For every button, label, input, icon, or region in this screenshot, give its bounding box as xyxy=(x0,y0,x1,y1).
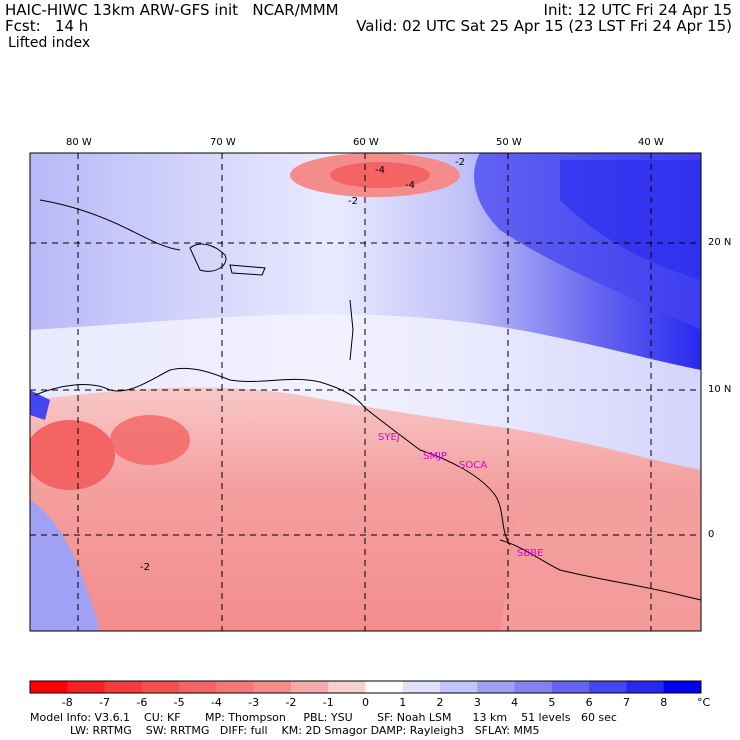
colorbar-swatch xyxy=(67,681,106,693)
colorbar-swatch xyxy=(179,681,217,693)
chart-title: HAIC-HIWC 13km ARW-GFS init NCAR/MMM xyxy=(5,1,339,19)
colorbar-swatch xyxy=(477,681,516,693)
lon-label: 60 W xyxy=(353,137,379,148)
station-label: SMJP xyxy=(423,451,447,462)
lat-label: 20 N xyxy=(708,237,732,248)
lon-label: 80 W xyxy=(66,137,92,148)
colorbar-swatch xyxy=(290,681,329,693)
station-label: SBBE xyxy=(517,548,544,559)
model-info-line2: LW: RRTMG SW: RRTMG DIFF: full KM: 2D Sm… xyxy=(70,724,540,737)
lon-label: 40 W xyxy=(638,137,664,148)
map-field xyxy=(30,153,701,631)
colorbar xyxy=(29,680,702,694)
colorbar-tick-label: -3 xyxy=(248,696,260,709)
contour-label: -2 xyxy=(140,562,150,573)
colorbar-tick-label: 8 xyxy=(660,696,668,709)
colorbar-swatch xyxy=(104,681,143,693)
colorbar-tick-label: 7 xyxy=(622,696,630,709)
colorbar-tick-label: -4 xyxy=(210,696,222,709)
coastlines xyxy=(34,199,701,601)
colorbar-swatch xyxy=(589,681,627,693)
contour-label: -2 xyxy=(348,196,358,207)
contour-label: -4 xyxy=(375,165,385,176)
colorbar-swatch xyxy=(141,681,180,693)
colorbar-tick-label: -1 xyxy=(322,696,334,709)
colorbar-tick-label: 6 xyxy=(585,696,593,709)
colorbar-tick-label: -2 xyxy=(285,696,297,709)
colorbar-tick-label: 5 xyxy=(548,696,556,709)
colorbar-swatch xyxy=(253,681,292,693)
colorbar-swatch xyxy=(328,681,366,693)
colorbar-tick-label: -6 xyxy=(136,696,148,709)
colorbar-tick-label: -8 xyxy=(61,696,73,709)
model-info-line1: Model Info: V3.6.1 CU: KF MP: Thompson P… xyxy=(30,711,617,724)
lat-lon-grid xyxy=(30,153,701,631)
lat-label: 10 N xyxy=(708,384,732,395)
field-name: Lifted index xyxy=(8,35,91,51)
lat-label: 0 xyxy=(708,529,715,540)
colorbar-tick-label: 3 xyxy=(473,696,481,709)
colorbar-swatch xyxy=(30,681,68,693)
colorbar-tick-label: -7 xyxy=(99,696,111,709)
station-label: SYEJ xyxy=(378,432,400,443)
colorbar-swatch xyxy=(663,681,702,693)
colorbar-swatch xyxy=(551,681,590,693)
lon-label: 70 W xyxy=(210,137,236,148)
init-time: Init: 12 UTC Fri 24 Apr 15 xyxy=(543,1,732,19)
colorbar-swatch xyxy=(365,681,404,693)
colorbar-swatch xyxy=(626,681,665,693)
colorbar-tick-label: -5 xyxy=(173,696,185,709)
colorbar-tick-label: 2 xyxy=(436,696,444,709)
colorbar-unit: °C xyxy=(697,696,711,709)
valid-time: Valid: 02 UTC Sat 25 Apr 15 (23 LST Fri … xyxy=(356,17,732,35)
station-label: SOCA xyxy=(459,460,488,471)
colorbar-swatch xyxy=(216,681,255,693)
colorbar-swatch xyxy=(440,681,478,693)
colorbar-tick-label: 0 xyxy=(362,696,369,709)
colorbar-tick-label: 1 xyxy=(399,696,407,709)
contour-label: -2 xyxy=(455,157,465,168)
colorbar-swatch xyxy=(402,681,441,693)
contour-label: -4 xyxy=(405,180,415,191)
map-frame xyxy=(29,152,702,632)
lon-label: 50 W xyxy=(496,137,522,148)
colorbar-frame xyxy=(29,680,702,694)
colorbar-swatch xyxy=(514,681,553,693)
forecast-hour: Fcst: 14 h xyxy=(5,17,89,35)
colorbar-tick-label: 4 xyxy=(511,696,519,709)
